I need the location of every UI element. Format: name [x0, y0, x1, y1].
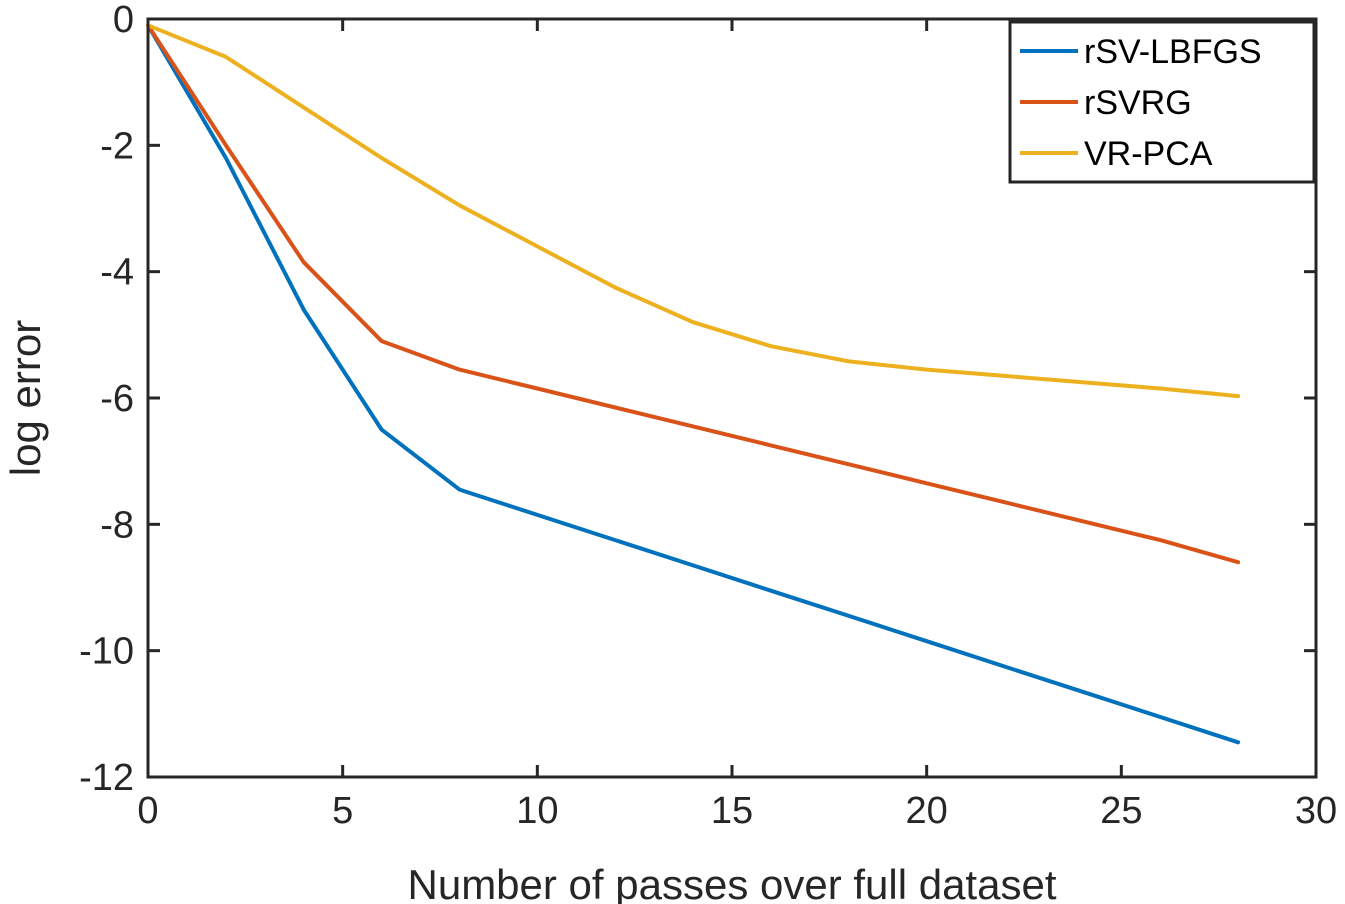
y-axis-title: log error [2, 320, 49, 476]
x-axis-title: Number of passes over full dataset [408, 861, 1057, 904]
y-tick-label: 0 [113, 0, 134, 41]
series-line-rsvrg [146, 23, 1241, 565]
x-tick-label: 5 [332, 790, 353, 832]
y-tick-label: -2 [100, 125, 134, 167]
x-tick-label: 30 [1295, 790, 1337, 832]
y-tick-label: -12 [79, 757, 134, 799]
x-tick-label: 15 [711, 790, 753, 832]
y-tick-label: -8 [100, 504, 134, 546]
y-tick-label: -10 [79, 631, 134, 673]
axes-box [146, 17, 1318, 779]
x-tick-label: 20 [906, 790, 948, 832]
x-tick-label: 25 [1100, 790, 1142, 832]
legend-label-vr-pca: VR-PCA [1084, 135, 1213, 173]
y-tick-label: -6 [100, 378, 134, 420]
x-tick-label: 0 [137, 790, 158, 832]
series-line-rsv-lbfgs [146, 23, 1241, 745]
x-tick-label: 10 [516, 790, 558, 832]
legend: rSV-LBFGS rSVRG VR-PCA [1008, 20, 1316, 184]
legend-label-rsvrg: rSVRG [1084, 84, 1192, 122]
ticks-layer: 0 5 10 15 20 25 30 0 -2 -4 -6 -8 -10 -12 [79, 0, 1337, 832]
series-line-vr-pca [146, 23, 1241, 399]
legend-label-rsv-lbfgs: rSV-LBFGS [1084, 33, 1262, 71]
y-tick-label: -4 [100, 252, 134, 294]
series-layer [146, 23, 1241, 745]
